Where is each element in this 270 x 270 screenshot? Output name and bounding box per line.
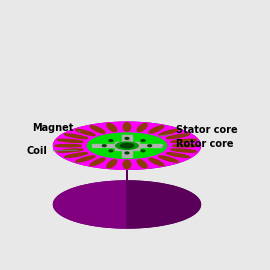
Polygon shape xyxy=(90,126,105,133)
Polygon shape xyxy=(92,144,120,147)
Polygon shape xyxy=(173,144,199,147)
Polygon shape xyxy=(159,156,178,162)
Polygon shape xyxy=(123,160,131,169)
Polygon shape xyxy=(159,129,178,136)
Polygon shape xyxy=(137,160,147,168)
Text: Coil: Coil xyxy=(27,146,77,156)
Polygon shape xyxy=(127,122,200,228)
Text: Magnet: Magnet xyxy=(32,123,80,133)
Ellipse shape xyxy=(125,137,129,139)
Ellipse shape xyxy=(116,142,138,149)
Ellipse shape xyxy=(102,145,106,147)
Polygon shape xyxy=(76,156,95,162)
Polygon shape xyxy=(134,144,162,147)
Polygon shape xyxy=(171,149,197,152)
Ellipse shape xyxy=(53,122,200,169)
Polygon shape xyxy=(90,158,105,166)
Ellipse shape xyxy=(120,144,134,148)
Text: Stator core: Stator core xyxy=(155,125,238,137)
Polygon shape xyxy=(149,158,164,166)
Ellipse shape xyxy=(148,145,151,147)
Polygon shape xyxy=(53,122,127,228)
Polygon shape xyxy=(137,123,147,131)
Polygon shape xyxy=(166,153,189,157)
Text: Rotor core: Rotor core xyxy=(162,139,234,149)
Polygon shape xyxy=(107,160,117,168)
Ellipse shape xyxy=(109,150,113,152)
Polygon shape xyxy=(115,142,139,150)
Ellipse shape xyxy=(87,133,167,158)
Polygon shape xyxy=(58,149,83,152)
Polygon shape xyxy=(76,129,95,136)
Polygon shape xyxy=(123,123,131,131)
Ellipse shape xyxy=(53,181,200,228)
Polygon shape xyxy=(65,153,88,157)
Polygon shape xyxy=(122,134,132,143)
Polygon shape xyxy=(122,148,132,157)
Polygon shape xyxy=(65,134,88,139)
Polygon shape xyxy=(55,144,81,147)
Ellipse shape xyxy=(109,140,113,141)
Polygon shape xyxy=(58,139,83,142)
Ellipse shape xyxy=(141,140,145,141)
Ellipse shape xyxy=(125,152,129,154)
Ellipse shape xyxy=(141,150,145,152)
Polygon shape xyxy=(149,126,164,133)
Polygon shape xyxy=(107,123,117,131)
Polygon shape xyxy=(166,134,189,139)
Polygon shape xyxy=(171,139,197,142)
